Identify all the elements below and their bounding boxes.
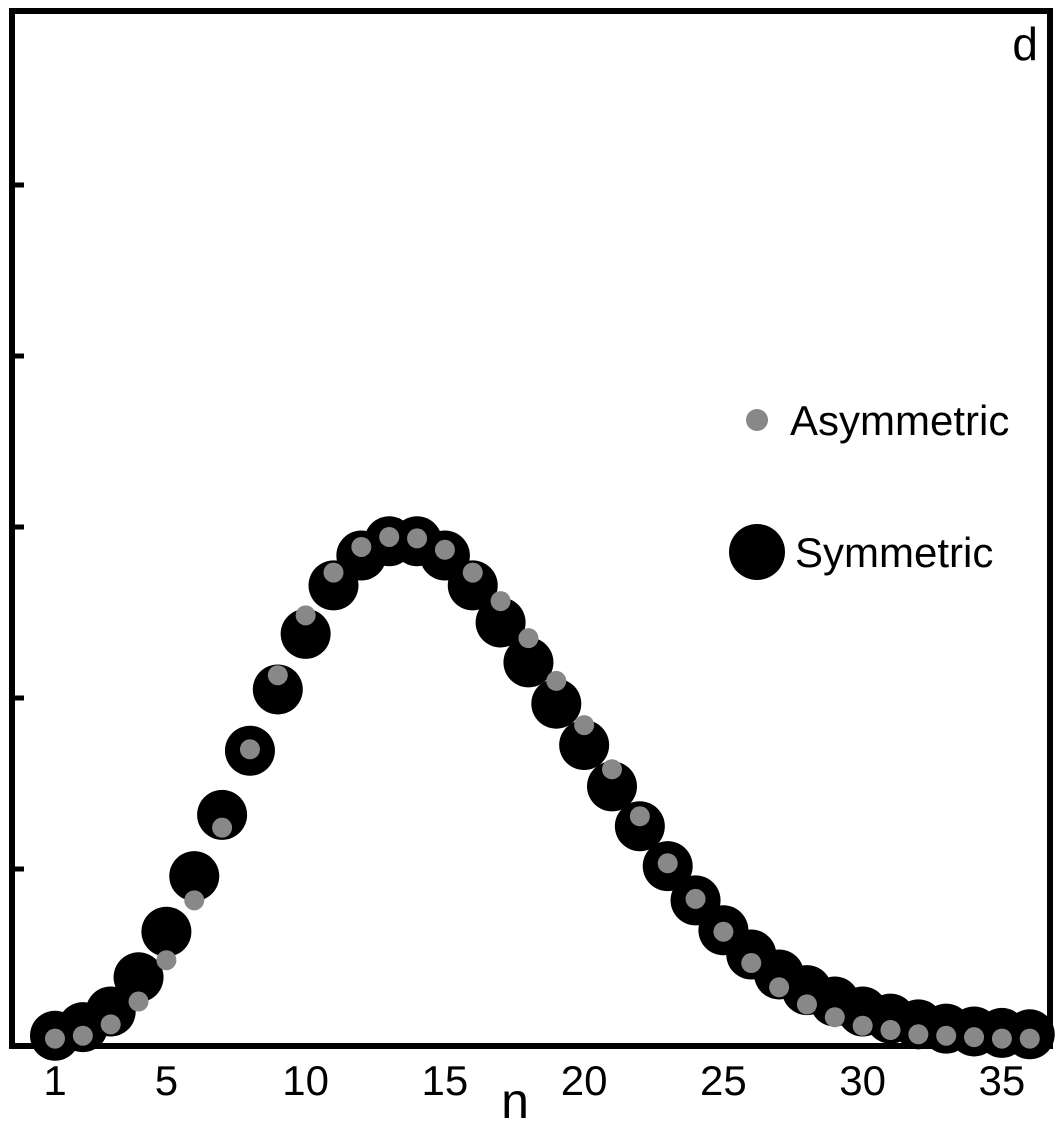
data-point-asymmetric <box>184 890 205 911</box>
data-point-asymmetric <box>267 665 288 686</box>
x-tick-label: 15 <box>422 1057 469 1104</box>
data-point-symmetric <box>531 678 582 729</box>
data-point-asymmetric <box>546 670 567 691</box>
x-tick-label: 25 <box>700 1057 747 1104</box>
legend-label-asymmetric: Asymmetric <box>790 397 1009 444</box>
data-point-asymmetric <box>156 950 177 971</box>
data-point-asymmetric <box>769 977 790 998</box>
data-point-asymmetric <box>908 1024 929 1045</box>
data-point-symmetric <box>475 597 526 648</box>
legend-marker-symmetric <box>729 524 785 580</box>
data-point-symmetric <box>559 720 610 771</box>
data-point-asymmetric <box>657 853 678 874</box>
data-point-symmetric <box>252 664 303 715</box>
data-point-asymmetric <box>100 1014 121 1035</box>
data-point-asymmetric <box>1019 1028 1040 1049</box>
data-point-asymmetric <box>880 1020 901 1041</box>
x-tick-label: 5 <box>155 1057 178 1104</box>
data-point-asymmetric <box>490 591 511 612</box>
data-point-asymmetric <box>351 536 372 557</box>
data-point-symmetric <box>447 560 498 611</box>
data-point-asymmetric <box>128 991 149 1012</box>
data-point-asymmetric <box>741 953 762 974</box>
data-point-asymmetric <box>574 715 595 736</box>
data-point-asymmetric <box>713 921 734 942</box>
panel-label: d <box>1012 18 1038 70</box>
legend-label-symmetric: Symmetric <box>795 529 993 576</box>
data-point-asymmetric <box>936 1025 957 1046</box>
data-point-symmetric <box>197 789 248 840</box>
data-point-asymmetric <box>379 526 400 547</box>
x-tick-label: 1 <box>43 1057 66 1104</box>
data-point-asymmetric <box>518 628 539 649</box>
data-point-symmetric <box>587 761 637 812</box>
data-point-asymmetric <box>295 605 316 626</box>
data-point-asymmetric <box>45 1028 65 1049</box>
data-point-asymmetric <box>602 759 622 780</box>
data-point-asymmetric <box>824 1007 845 1028</box>
data-point-asymmetric <box>239 739 260 760</box>
data-point-asymmetric <box>852 1015 873 1036</box>
y-axis-ticks <box>12 182 24 872</box>
data-point-asymmetric <box>629 806 650 827</box>
x-tick-label: 10 <box>282 1057 329 1104</box>
data-point-symmetric <box>141 906 192 957</box>
x-tick-label: 20 <box>561 1057 608 1104</box>
data-point-symmetric <box>169 851 220 902</box>
data-point-asymmetric <box>964 1027 985 1048</box>
data-point-symmetric <box>280 608 331 659</box>
data-point-asymmetric <box>212 817 233 838</box>
data-point-asymmetric <box>991 1028 1012 1049</box>
x-tick-label: 30 <box>839 1057 886 1104</box>
legend-marker-asymmetric <box>746 409 768 431</box>
data-point-asymmetric <box>407 528 428 549</box>
data-point-asymmetric <box>685 888 706 909</box>
data-point-symmetric <box>503 637 554 688</box>
x-axis-ticks: 1 5 10 15 20 25 30 35 <box>43 1057 1025 1104</box>
symmetric-series <box>30 516 1055 1061</box>
data-point-symmetric <box>113 952 164 1003</box>
asymmetric-series <box>45 526 1040 1049</box>
data-point-asymmetric <box>72 1025 93 1046</box>
data-point-asymmetric <box>796 994 817 1015</box>
data-point-symmetric <box>85 986 136 1037</box>
data-point-asymmetric <box>323 562 344 583</box>
data-point-asymmetric <box>434 539 455 560</box>
data-point-asymmetric <box>462 562 483 583</box>
x-tick-label: 35 <box>979 1057 1026 1104</box>
x-axis-label: n <box>501 1073 529 1126</box>
legend: Asymmetric Symmetric <box>729 397 1009 580</box>
